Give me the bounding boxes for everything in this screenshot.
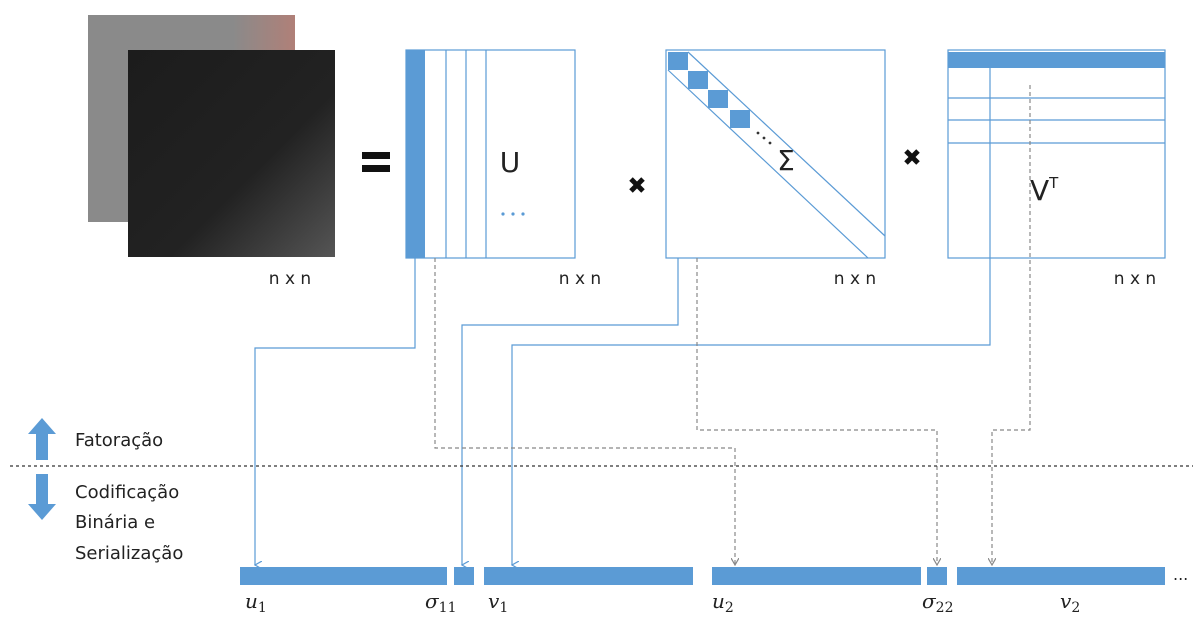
block-label: u2 bbox=[712, 589, 734, 615]
connector bbox=[255, 258, 415, 565]
label-subscript: 22 bbox=[936, 600, 954, 615]
sigma-label: Σ bbox=[777, 144, 795, 177]
label-symbol: u bbox=[712, 589, 725, 613]
connector bbox=[512, 258, 990, 565]
equals-sign bbox=[362, 165, 390, 172]
connector-dashed bbox=[697, 258, 937, 565]
equals-sign bbox=[362, 152, 390, 159]
legend-down-label: Serialização bbox=[75, 543, 183, 564]
times-sign bbox=[631, 179, 643, 191]
label-subscript: 11 bbox=[439, 600, 457, 615]
diagonal-band bbox=[668, 70, 868, 258]
block-label: u1 bbox=[245, 589, 267, 615]
times-sign bbox=[906, 151, 918, 163]
block-vector bbox=[957, 567, 1165, 585]
sigma-entry bbox=[688, 71, 708, 89]
label-symbol: u bbox=[245, 589, 258, 613]
legend-up-label: Fatoração bbox=[75, 430, 163, 451]
down-arrow bbox=[28, 474, 56, 520]
block-label: v1 bbox=[488, 589, 508, 615]
u-dots bbox=[501, 212, 524, 215]
vt-superscript: T bbox=[1048, 174, 1059, 192]
label-subscript: 2 bbox=[1071, 600, 1080, 615]
vt-matrix bbox=[948, 50, 1165, 258]
ellipsis: ... bbox=[1173, 565, 1188, 584]
sigma-entry bbox=[730, 110, 750, 128]
block-label: σ11 bbox=[425, 589, 456, 615]
sigma-entry bbox=[668, 52, 688, 70]
size-label: n x n bbox=[834, 269, 876, 289]
u-column bbox=[406, 50, 425, 258]
block-label: σ22 bbox=[922, 589, 953, 615]
size-label: n x n bbox=[269, 269, 311, 289]
block-vector bbox=[712, 567, 921, 585]
vt-base: V bbox=[1030, 174, 1049, 207]
block-scalar bbox=[454, 567, 474, 585]
label-subscript: 1 bbox=[499, 600, 508, 615]
connector-dashed bbox=[992, 85, 1030, 565]
block-vector bbox=[484, 567, 693, 585]
connector bbox=[462, 258, 678, 565]
label-subscript: 2 bbox=[725, 600, 734, 615]
sigma-dots bbox=[757, 132, 772, 145]
u-label: U bbox=[500, 146, 521, 179]
block-scalar bbox=[927, 567, 947, 585]
vt-label: VT bbox=[1030, 174, 1059, 207]
vt-row bbox=[948, 52, 1165, 68]
up-arrow bbox=[28, 418, 56, 460]
legend-down-label: Binária e bbox=[75, 512, 155, 533]
label-symbol: v bbox=[1060, 589, 1072, 613]
sigma-entry bbox=[708, 90, 728, 108]
size-label: n x n bbox=[1114, 269, 1156, 289]
legend-down-label: Codificação bbox=[75, 482, 179, 503]
block-label: v2 bbox=[1060, 589, 1080, 615]
connector-dashed bbox=[435, 258, 735, 565]
label-symbol: v bbox=[488, 589, 500, 613]
svd-diagram: n x n U n x n Σ n x n VT n x n bbox=[0, 0, 1193, 615]
image-channel-front bbox=[128, 50, 335, 257]
u-matrix bbox=[406, 50, 575, 258]
label-subscript: 1 bbox=[258, 600, 267, 615]
block-vector bbox=[240, 567, 447, 585]
size-label: n x n bbox=[559, 269, 601, 289]
